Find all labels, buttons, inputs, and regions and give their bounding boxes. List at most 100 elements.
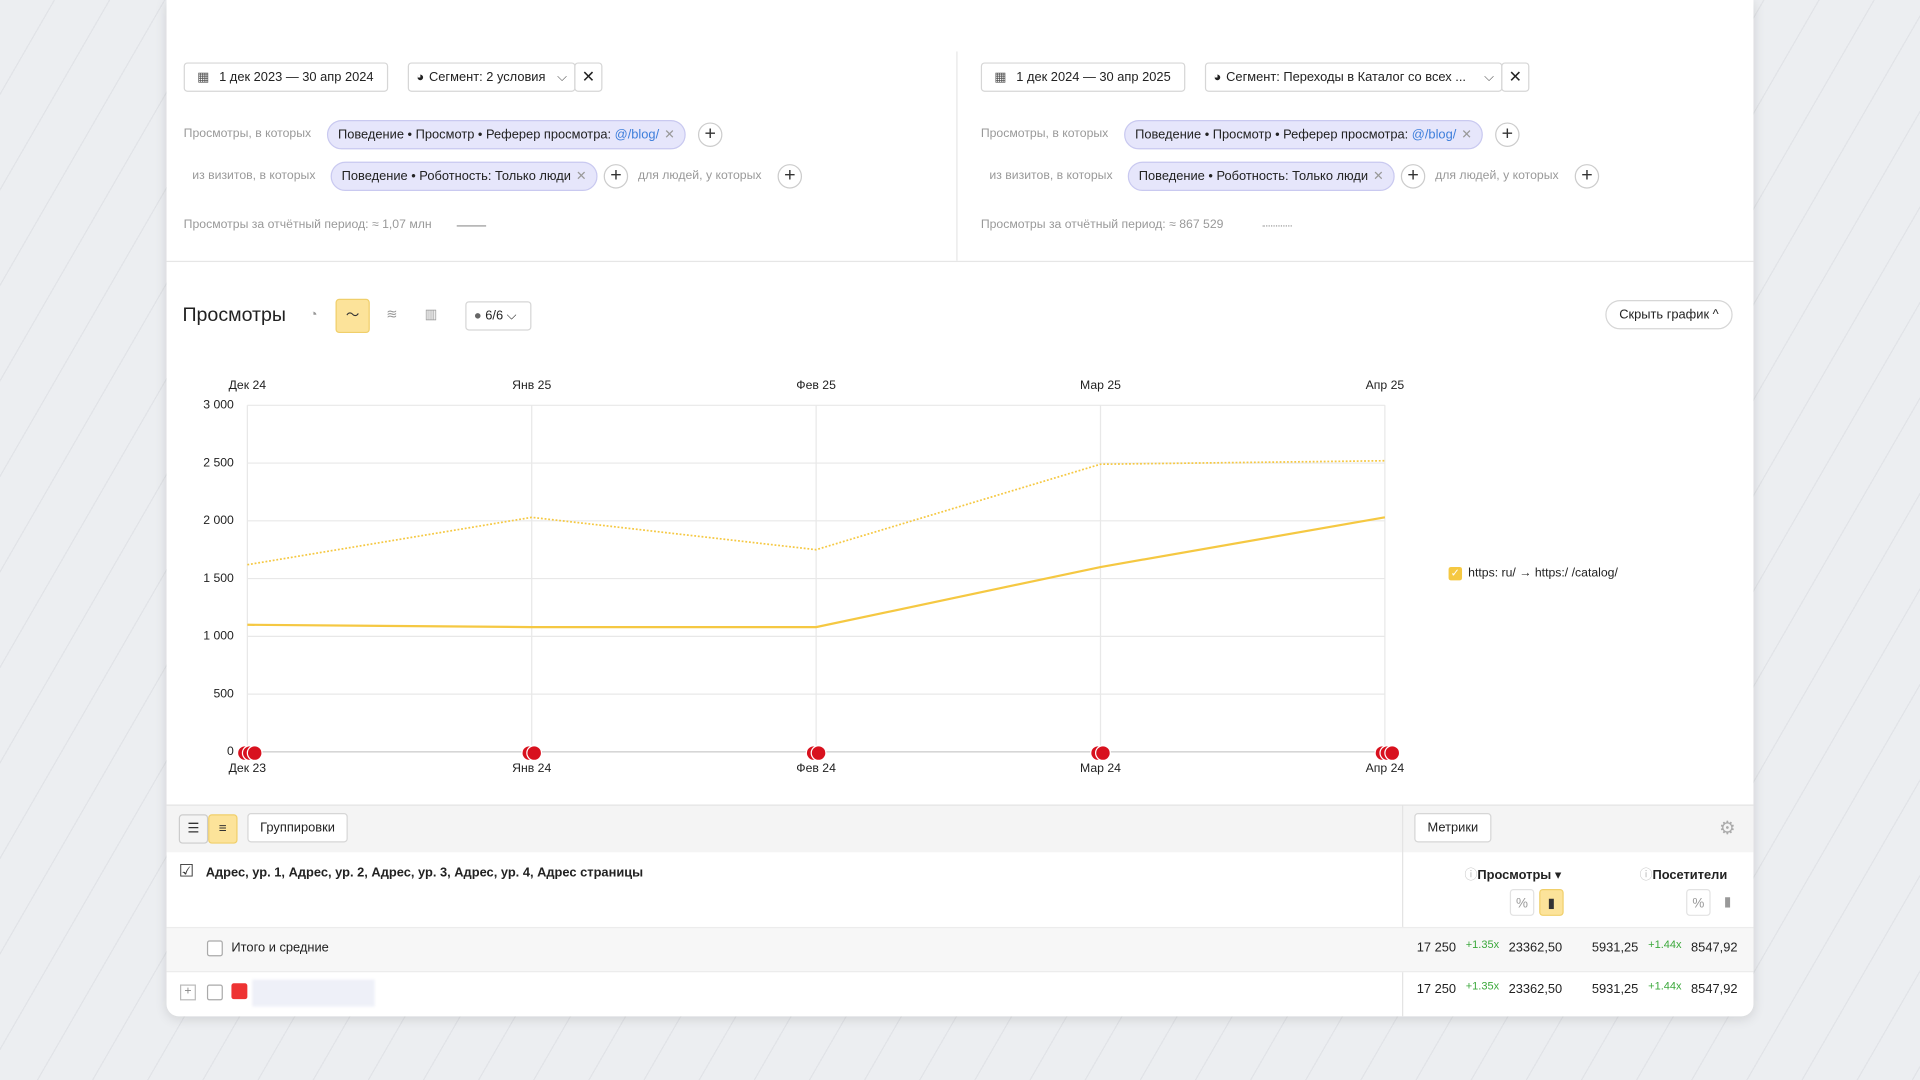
y-tick-label: 1 000 xyxy=(203,629,234,643)
metric-value: 5931,25 xyxy=(1591,982,1639,997)
blurred-name xyxy=(252,979,375,1007)
metric-value: 23362,50 xyxy=(1508,982,1563,997)
x-tick-label-compare: Фев 24 xyxy=(796,761,836,775)
legend-checkbox[interactable]: ✓ xyxy=(1448,566,1463,581)
total-sparkline xyxy=(456,225,487,227)
annotation-marker xyxy=(1095,745,1111,762)
y-tick-label: 2 500 xyxy=(203,455,234,469)
percent-button[interactable]: % xyxy=(1509,888,1535,916)
dropdown-arrow: ⌵ xyxy=(1484,69,1494,85)
dropdown-arrow: ⌵ xyxy=(557,69,567,85)
y-tick-label: 500 xyxy=(213,686,234,700)
chart-title: Просмотры xyxy=(182,304,287,326)
row-checkbox[interactable] xyxy=(206,940,223,957)
segment: Сегмент: 2 условия xyxy=(428,69,546,85)
segment-clear[interactable]: ✕ xyxy=(1501,62,1530,92)
x-tick-label: Янв 25 xyxy=(512,378,551,392)
y-tick-label: 0 xyxy=(227,744,234,758)
header-checkbox[interactable]: ☑ xyxy=(178,860,195,881)
chip-remove: ✕ xyxy=(575,168,587,184)
segment-clear[interactable]: ✕ xyxy=(574,62,603,92)
chip-remove: ✕ xyxy=(664,127,675,143)
filter-column: ▦ 1 дек 2024 — 30 апр 2025 ◕ Сегмент: Перех… xyxy=(980,0,1740,261)
x-tick-label: Мар 25 xyxy=(1080,378,1121,392)
condition-chip: Поведение • Просмотр • Реферер просмотра… xyxy=(326,120,686,150)
percent-button[interactable]: % xyxy=(1686,888,1711,916)
annotation-marker xyxy=(1384,745,1401,762)
tree-view-button[interactable]: ≡ xyxy=(208,814,238,844)
area-button[interactable]: ≋ xyxy=(386,307,398,323)
expand-button[interactable]: + xyxy=(180,984,196,1001)
calendar-icon: ▦ xyxy=(197,69,210,85)
groupings-button[interactable]: Группировки xyxy=(247,813,348,843)
column-header[interactable]: ⓘПросмотры ▾ xyxy=(1464,868,1562,883)
x-tick-label: Апр 25 xyxy=(1366,378,1405,392)
condition: Поведение • Роботность: Только люди xyxy=(1138,168,1369,184)
segment-icon: ◕ xyxy=(416,69,425,85)
condition-chip: Поведение • Роботность: Только люди ✕ xyxy=(1127,161,1395,192)
chip-remove: ✕ xyxy=(1373,168,1384,184)
change-badge: +1.44x xyxy=(1648,937,1682,951)
add-condition: + xyxy=(1495,122,1520,147)
chart: 0 500 1 000 1 500 2 000 2 500 3 000 Дек 24 Дек 2… xyxy=(203,378,1405,775)
line-button[interactable]: 〜 xyxy=(335,298,370,334)
metric-value: 17 250 xyxy=(1416,940,1457,956)
metric-value: 5931,25 xyxy=(1591,940,1639,956)
segment-button[interactable]: ◕ Сегмент: 2 условия ⌵ xyxy=(407,62,576,92)
chip-remove: ✕ xyxy=(1461,127,1473,143)
series-dropdown[interactable]: ● 6/6 ⌵ xyxy=(465,301,532,331)
metric-value: 23362,50 xyxy=(1508,940,1563,956)
filter-label: Просмотры, в которых xyxy=(980,127,1109,141)
column-title: Посетители xyxy=(1652,868,1728,883)
series-line xyxy=(247,516,1386,629)
x-tick-label-compare: Дек 23 xyxy=(229,761,267,775)
series-count: 6/6 xyxy=(485,308,504,324)
settings-button[interactable]: ⚙ xyxy=(1719,817,1736,839)
change-badge: +1.44x xyxy=(1648,979,1682,992)
metric-value: 17 250 xyxy=(1416,982,1457,997)
x-tick-label: Фев 25 xyxy=(796,378,836,392)
add-condition: + xyxy=(697,122,723,147)
divider xyxy=(166,260,1754,263)
condition-value: @/blog/ xyxy=(614,127,660,143)
column-header[interactable]: ⓘПосетители xyxy=(1639,868,1728,883)
segment-button[interactable]: ◕ Сегмент: Переходы в Каталог со всех ...… xyxy=(1204,62,1503,92)
bar-toggle-button[interactable]: ▮ xyxy=(1539,888,1564,916)
y-tick-label: 1 500 xyxy=(203,571,234,585)
condition: Поведение • Просмотр • Реферер просмотра… xyxy=(1135,127,1409,143)
row-checkbox[interactable] xyxy=(206,984,223,1001)
bar-toggle-button[interactable]: ▮ xyxy=(1724,895,1732,910)
list-view-button[interactable]: ☰ xyxy=(178,814,209,844)
x-tick-label-compare: Янв 24 xyxy=(512,761,551,775)
annotation-marker xyxy=(810,745,827,762)
metric-value: 8547,92 xyxy=(1691,940,1738,956)
filter-label: Просмотры, в которых xyxy=(183,127,312,141)
x-tick-label: Дек 24 xyxy=(229,378,267,392)
hide-chart-label: Скрыть график xyxy=(1619,307,1710,323)
period-button[interactable]: ▦ 1 дек 2024 — 30 апр 2025 xyxy=(980,62,1186,92)
filter-label: из визитов, в которых xyxy=(192,168,316,183)
period: 1 дек 2023 — 30 апр 2024 xyxy=(219,69,374,85)
condition-chip: Поведение • Просмотр • Реферер просмотра… xyxy=(1124,120,1484,150)
condition: Поведение • Роботность: Только люди xyxy=(341,168,571,184)
filter-column: ▦ 1 дек 2023 — 30 апр 2024 ◕ Сегмент: 2 усл… xyxy=(183,0,943,261)
period-total: Просмотры за отчётный период: ≈ 867 529 xyxy=(980,217,1224,232)
period-total: Просмотры за отчётный период: ≈ 1,07 млн xyxy=(183,217,432,232)
metrics-button[interactable]: Метрики xyxy=(1414,813,1492,843)
bar-button[interactable]: ▥ xyxy=(424,307,438,323)
divider xyxy=(956,51,958,261)
period-button[interactable]: ▦ 1 дек 2023 — 30 апр 2024 xyxy=(183,62,389,92)
condition: Поведение • Просмотр • Реферер просмотра… xyxy=(337,127,612,143)
segment: Сегмент: Переходы в Каталог со всех ... xyxy=(1226,69,1466,85)
calendar-icon: ▦ xyxy=(994,69,1007,85)
pie-button[interactable]: ◔ xyxy=(309,307,318,323)
filter-label: для людей, у которых xyxy=(637,168,762,183)
divider xyxy=(1402,804,1404,1017)
annotation-marker xyxy=(246,745,263,762)
total-row xyxy=(166,926,1754,973)
annotation-marker xyxy=(526,745,543,762)
hide-chart-button[interactable]: Скрыть график ^ xyxy=(1605,300,1733,330)
segment-icon: ◕ xyxy=(1213,69,1222,85)
